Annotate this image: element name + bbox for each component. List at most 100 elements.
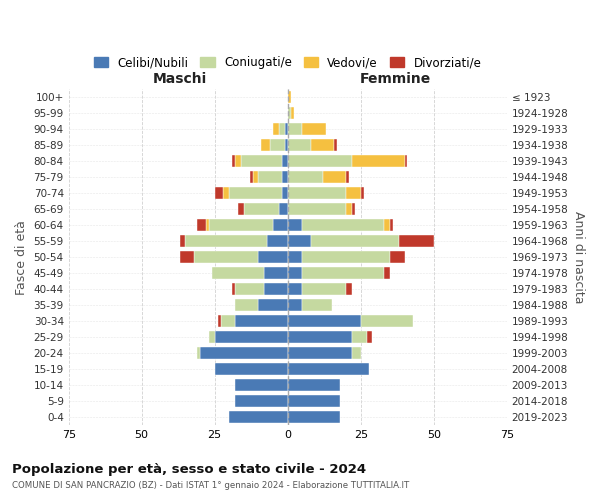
Bar xyxy=(390,220,393,231)
Bar xyxy=(250,172,253,183)
Bar xyxy=(285,140,287,151)
Bar xyxy=(235,380,287,391)
Bar xyxy=(279,204,287,215)
Bar xyxy=(267,236,287,247)
Bar xyxy=(273,220,287,231)
Bar xyxy=(179,252,194,263)
Text: COMUNE DI SAN PANCRAZIO (BZ) - Dati ISTAT 1° gennaio 2024 - Elaborazione TUTTITA: COMUNE DI SAN PANCRAZIO (BZ) - Dati ISTA… xyxy=(12,481,409,490)
Bar xyxy=(302,268,384,279)
Bar xyxy=(367,332,373,343)
Bar xyxy=(185,236,267,247)
Bar xyxy=(259,252,287,263)
Bar xyxy=(244,204,279,215)
Y-axis label: Fasce di età: Fasce di età xyxy=(15,220,28,294)
Bar xyxy=(209,332,215,343)
Bar xyxy=(352,332,367,343)
Bar xyxy=(221,316,235,327)
Bar xyxy=(235,300,259,311)
Bar xyxy=(212,268,265,279)
Bar xyxy=(197,348,200,359)
Bar xyxy=(215,332,287,343)
Bar xyxy=(334,140,337,151)
Bar xyxy=(311,236,398,247)
Bar xyxy=(209,220,273,231)
Bar xyxy=(302,252,390,263)
Bar xyxy=(287,140,311,151)
Bar xyxy=(346,172,349,183)
Bar xyxy=(218,316,221,327)
Bar xyxy=(215,364,287,375)
Bar xyxy=(287,380,340,391)
Bar xyxy=(302,300,331,311)
Bar xyxy=(287,412,340,423)
Bar xyxy=(404,156,407,167)
Bar xyxy=(287,364,370,375)
Bar xyxy=(285,124,287,135)
Bar xyxy=(200,348,287,359)
Text: Maschi: Maschi xyxy=(152,72,207,86)
Bar xyxy=(361,188,364,199)
Bar xyxy=(197,220,206,231)
Bar xyxy=(302,220,384,231)
Bar xyxy=(290,108,293,119)
Bar xyxy=(352,156,404,167)
Bar xyxy=(287,252,302,263)
Bar xyxy=(235,396,287,407)
Bar xyxy=(287,396,340,407)
Text: Femmine: Femmine xyxy=(360,72,431,86)
Legend: Celibi/Nubili, Coniugati/e, Vedovi/e, Divorziati/e: Celibi/Nubili, Coniugati/e, Vedovi/e, Di… xyxy=(89,52,486,74)
Bar xyxy=(235,316,287,327)
Bar xyxy=(361,316,413,327)
Bar xyxy=(323,172,346,183)
Bar xyxy=(273,124,279,135)
Bar xyxy=(287,172,323,183)
Bar xyxy=(302,124,326,135)
Bar xyxy=(229,412,287,423)
Bar xyxy=(262,140,270,151)
Bar xyxy=(287,348,352,359)
Bar xyxy=(179,236,185,247)
Bar xyxy=(398,236,434,247)
Bar xyxy=(215,188,223,199)
Bar xyxy=(384,220,390,231)
Bar xyxy=(352,204,355,215)
Bar xyxy=(232,156,235,167)
Bar xyxy=(287,300,302,311)
Bar xyxy=(352,348,361,359)
Bar xyxy=(223,188,229,199)
Bar xyxy=(259,300,287,311)
Y-axis label: Anni di nascita: Anni di nascita xyxy=(572,211,585,304)
Bar xyxy=(287,124,302,135)
Bar xyxy=(287,92,290,103)
Text: Popolazione per età, sesso e stato civile - 2024: Popolazione per età, sesso e stato civil… xyxy=(12,462,366,475)
Bar xyxy=(282,188,287,199)
Bar xyxy=(287,332,352,343)
Bar xyxy=(279,124,285,135)
Bar xyxy=(390,252,404,263)
Bar xyxy=(235,284,265,295)
Bar xyxy=(287,108,290,119)
Bar xyxy=(229,188,282,199)
Bar xyxy=(232,284,235,295)
Bar xyxy=(346,204,352,215)
Bar xyxy=(270,140,285,151)
Bar xyxy=(282,172,287,183)
Bar xyxy=(287,236,311,247)
Bar xyxy=(346,284,352,295)
Bar xyxy=(265,268,287,279)
Bar xyxy=(194,252,259,263)
Bar xyxy=(287,188,346,199)
Bar xyxy=(302,284,346,295)
Bar xyxy=(206,220,209,231)
Bar xyxy=(265,284,287,295)
Bar xyxy=(259,172,282,183)
Bar xyxy=(253,172,259,183)
Bar xyxy=(287,156,352,167)
Bar xyxy=(238,204,244,215)
Bar xyxy=(384,268,390,279)
Bar xyxy=(287,268,302,279)
Bar xyxy=(287,316,361,327)
Bar xyxy=(235,156,241,167)
Bar xyxy=(287,204,346,215)
Bar xyxy=(311,140,334,151)
